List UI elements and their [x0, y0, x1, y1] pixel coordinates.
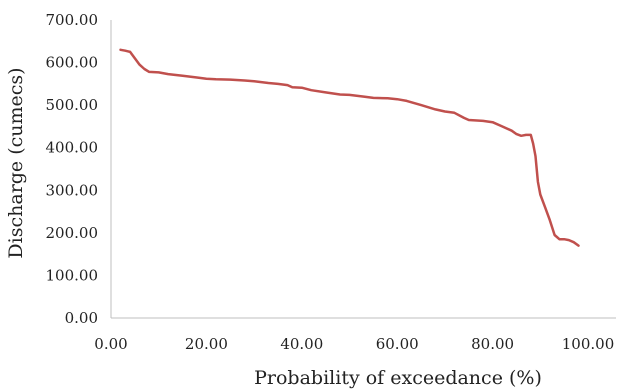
x-tick-label: 80.00: [471, 335, 514, 353]
y-axis-ticks: 0.00 100.00 200.00 300.00 400.00 500.00 600.00…: [46, 11, 99, 327]
x-tick-label: 0.00: [94, 335, 127, 353]
y-tick-label: 300.00: [46, 181, 99, 199]
y-tick-label: 0.00: [65, 309, 98, 327]
x-tick-label: 60.00: [376, 335, 419, 353]
series-line-0: [119, 48, 580, 247]
x-tick-label: 100.00: [562, 335, 615, 353]
y-tick-label: 600.00: [46, 54, 99, 72]
y-tick-label: 200.00: [46, 224, 99, 242]
x-axis-title: Probability of exceedance (%): [254, 367, 542, 389]
x-tick-label: 20.00: [185, 335, 228, 353]
y-tick-label: 100.00: [46, 266, 99, 284]
y-tick-label: 400.00: [46, 139, 99, 157]
y-tick-label: 700.00: [46, 11, 99, 29]
x-tick-label: 40.00: [280, 335, 323, 353]
series-layer: [119, 48, 580, 247]
y-tick-label: 500.00: [46, 96, 99, 114]
x-axis-ticks: 0.00 20.00 40.00 60.00 80.00 100.00: [94, 335, 614, 353]
y-axis-title: Discharge (cumecs): [5, 67, 27, 258]
